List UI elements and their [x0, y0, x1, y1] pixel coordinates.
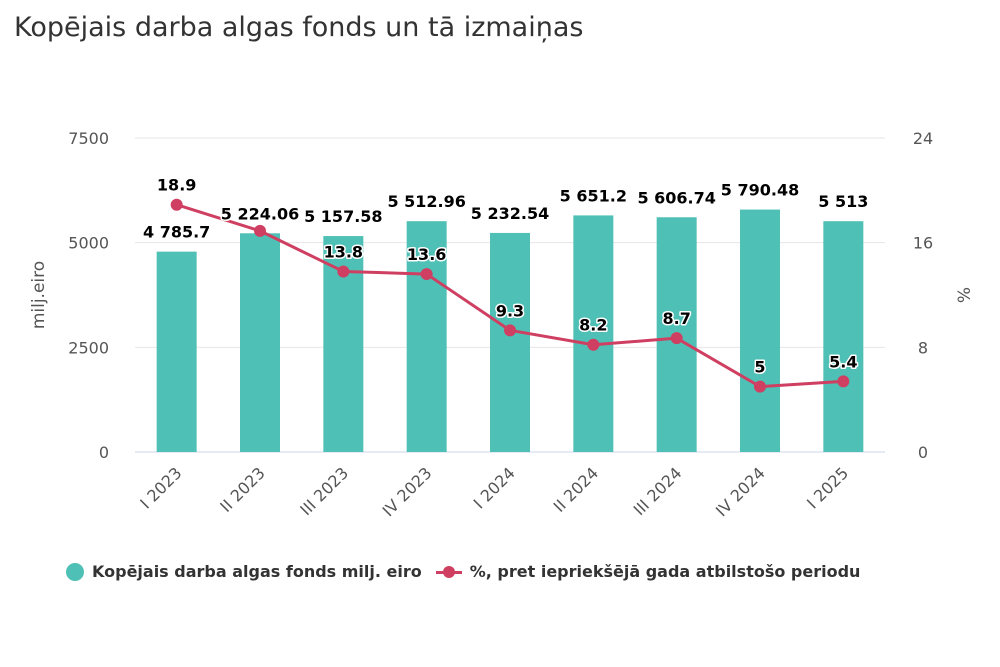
- bar: [406, 221, 447, 452]
- line-point: [504, 324, 516, 337]
- legend-item-bar[interactable]: Kopējais darba algas fonds milj. eiro: [66, 562, 422, 581]
- legend-line-label: %, pret iepriekšējā gada atbilstošo peri…: [469, 562, 861, 581]
- line-data-label: 8.2: [579, 316, 607, 335]
- bar: [573, 215, 614, 452]
- line-point: [170, 198, 183, 211]
- bar: [240, 233, 280, 452]
- line-point: [337, 265, 350, 278]
- bar: [823, 221, 864, 452]
- chart-title: Kopējais darba algas fonds un tā izmaiņa…: [14, 12, 584, 43]
- x-tick-label: II 2023: [216, 463, 269, 516]
- line-data-label: 18.9: [157, 176, 196, 195]
- line-data-label: 9.3: [496, 301, 524, 320]
- y-tick-label: 0: [99, 443, 109, 462]
- legend-bar-marker: [66, 562, 84, 581]
- bar: [740, 209, 780, 452]
- x-tick-label: I 2025: [803, 463, 852, 512]
- bar: [490, 232, 530, 452]
- y-right-tick-label: 24: [913, 129, 933, 148]
- line-data-label: 5: [754, 358, 765, 377]
- bar-data-label: 4 785.7: [143, 223, 210, 242]
- y-axis-title: milj.eiro: [29, 261, 49, 329]
- x-tick-label: III 2023: [296, 463, 352, 519]
- legend-line-marker: [435, 563, 462, 581]
- line-point: [754, 380, 766, 393]
- line-point: [254, 224, 266, 237]
- bar-data-label: 5 512.96: [387, 192, 465, 211]
- line-point: [670, 332, 683, 345]
- x-tick-label: IV 2024: [712, 463, 769, 520]
- line-point: [837, 375, 850, 388]
- bar-data-label: 5 157.58: [304, 207, 382, 226]
- bar-data-label: 5 606.74: [637, 188, 715, 207]
- line-data-label: 8.7: [662, 309, 690, 328]
- y-tick-label: 2500: [68, 338, 109, 357]
- legend-bar-label: Kopējais darba algas fonds milj. eiro: [92, 562, 422, 581]
- legend-item-line[interactable]: %, pret iepriekšējā gada atbilstošo peri…: [435, 562, 861, 581]
- y-tick-label: 7500: [68, 129, 109, 148]
- line-point: [420, 268, 433, 281]
- x-tick-label: II 2024: [550, 463, 603, 516]
- line-data-label: 13.8: [324, 242, 363, 261]
- x-tick-label: I 2024: [470, 463, 519, 512]
- bar-data-label: 5 513: [818, 192, 868, 211]
- line-data-label: 5.4: [829, 352, 857, 371]
- bar-data-label: 5 790.48: [721, 181, 799, 200]
- x-tick-label: IV 2023: [379, 463, 436, 520]
- legend: Kopējais darba algas fonds milj. eiro %,…: [66, 562, 874, 581]
- y-right-axis-title: %: [955, 287, 975, 303]
- bar-data-label: 5 224.06: [221, 204, 299, 223]
- x-tick-label: III 2024: [630, 463, 686, 519]
- bar-data-label: 5 232.54: [471, 204, 549, 223]
- y-right-tick-label: 8: [918, 338, 928, 357]
- bar-data-label: 5 651.2: [560, 186, 627, 205]
- x-tick-label: I 2023: [136, 463, 185, 512]
- bar: [156, 251, 197, 452]
- y-tick-label: 5000: [68, 234, 109, 253]
- y-right-tick-label: 0: [918, 443, 928, 462]
- line-point: [587, 338, 600, 351]
- line-data-label: 13.6: [407, 245, 446, 264]
- y-right-tick-label: 16: [913, 234, 933, 253]
